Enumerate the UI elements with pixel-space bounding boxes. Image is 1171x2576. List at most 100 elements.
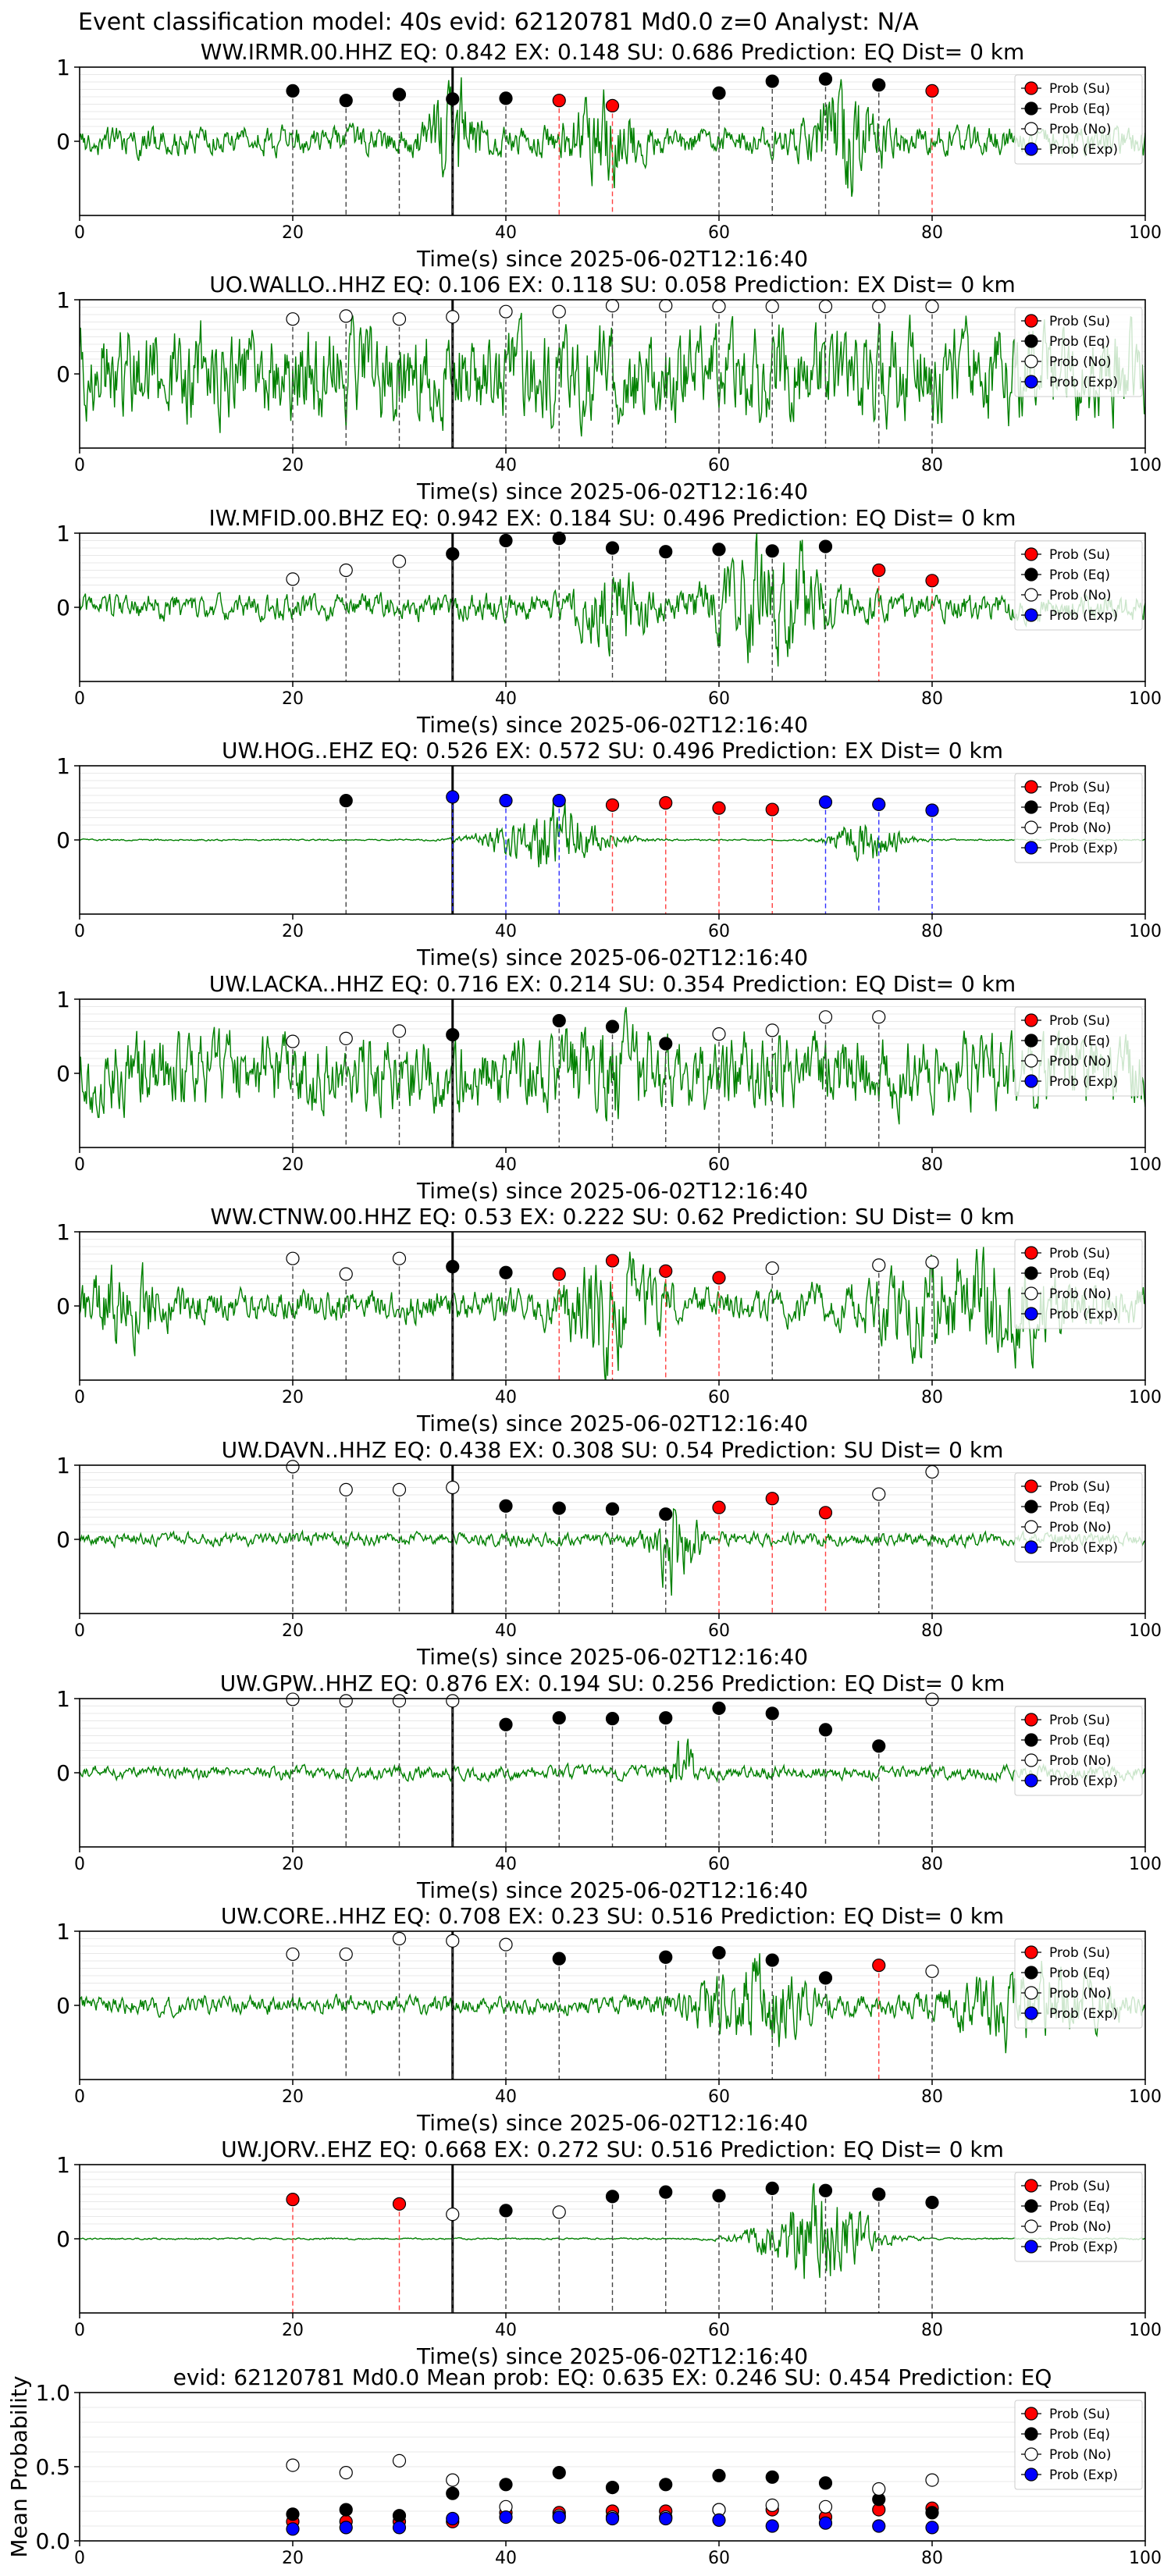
prob-marker-su (659, 795, 673, 810)
x-axis-label: Time(s) since 2025-06-02T12:16:40 (416, 1178, 808, 1204)
x-tick-label: 20 (282, 2321, 304, 2340)
prob-marker-eq (818, 72, 833, 86)
legend-marker-su (1024, 2407, 1038, 2421)
station-panel-8: UW.GPW..HHZ EQ: 0.876 EX: 0.194 SU: 0.25… (56, 1670, 1162, 1903)
prob-marker-su (872, 563, 886, 578)
y-tick-label: 0 (56, 1527, 70, 1553)
x-tick-label: 60 (708, 1155, 730, 1175)
prob-marker-no (286, 1251, 300, 1265)
x-tick-label: 40 (495, 1621, 517, 1641)
legend-marker-eq (1024, 800, 1038, 814)
prob-marker-eq (659, 1950, 673, 1964)
x-tick-label: 20 (282, 922, 304, 941)
prob-marker-no (286, 1034, 300, 1048)
mean-marker-no (872, 2482, 886, 2496)
x-tick-label: 80 (921, 2549, 943, 2568)
x-tick-label: 0 (74, 1388, 85, 1407)
x-tick-label: 40 (495, 689, 517, 709)
prob-marker-eq (552, 1952, 566, 1966)
prob-marker-eq (765, 74, 779, 88)
x-tick-label: 20 (282, 1855, 304, 1874)
prob-marker-su (765, 802, 779, 817)
legend-label-su: Prob (Su) (1049, 81, 1110, 97)
legend-marker-no (1024, 354, 1038, 368)
prob-marker-eq (446, 1260, 460, 1274)
y-tick-label: 0 (56, 1760, 70, 1786)
legend-box (1014, 1472, 1143, 1563)
legend-marker-eq (1024, 1966, 1038, 1980)
legend-marker-su (1024, 547, 1038, 561)
x-tick-label: 60 (708, 223, 730, 243)
x-tick-label: 60 (708, 2549, 730, 2568)
x-tick-label: 20 (282, 1155, 304, 1175)
x-axis-label: Time(s) since 2025-06-02T12:16:40 (416, 246, 808, 272)
legend-label-eq: Prob (Eq) (1049, 101, 1110, 117)
x-tick-label: 20 (282, 1388, 304, 1407)
mean-marker-eq (818, 2476, 833, 2490)
legend-label-exp: Prob (Exp) (1049, 608, 1118, 624)
x-tick-label: 80 (921, 456, 943, 475)
legend-marker-su (1024, 1945, 1038, 1959)
prob-marker-no (925, 1692, 939, 1706)
x-tick-label: 100 (1129, 922, 1162, 941)
station-panel-6: WW.CTNW.00.HHZ EQ: 0.53 EX: 0.222 SU: 0.… (56, 1204, 1162, 1436)
prob-marker-no (446, 310, 460, 324)
prob-marker-no (339, 1482, 353, 1496)
legend-label-exp: Prob (Exp) (1049, 2467, 1118, 2483)
legend-label-no: Prob (No) (1049, 1286, 1112, 1302)
x-tick-label: 80 (921, 1388, 943, 1407)
prob-marker-no (925, 1964, 939, 1978)
mean-marker-eq (446, 2486, 460, 2500)
plot-area (80, 2165, 1145, 2313)
prob-marker-no (925, 299, 939, 314)
legend-label-no: Prob (No) (1049, 1986, 1112, 2001)
prob-marker-su (818, 1506, 833, 1520)
x-tick-label: 40 (495, 1855, 517, 1874)
y-tick-label: 1.0 (35, 2380, 70, 2406)
y-tick-label: 0.0 (35, 2528, 70, 2554)
waveform-trace (80, 1738, 1145, 1784)
prob-marker-eq (765, 1953, 779, 1967)
prob-marker-eq (712, 86, 726, 100)
x-tick-label: 40 (495, 1155, 517, 1175)
legend-label-no: Prob (No) (1049, 1520, 1112, 1535)
prob-marker-eq (872, 1739, 886, 1753)
legend-label-exp: Prob (Exp) (1049, 2240, 1118, 2255)
prob-marker-no (446, 1480, 460, 1495)
prob-marker-eq (286, 84, 300, 98)
y-tick-label: 0 (56, 1061, 70, 1087)
legend-marker-exp (1024, 1540, 1038, 1554)
y-tick-label: 1 (56, 753, 70, 779)
x-tick-label: 0 (74, 456, 85, 475)
mean-marker-eq (286, 2507, 300, 2521)
plot-area (80, 533, 1145, 681)
legend-label-no: Prob (No) (1049, 2447, 1112, 2463)
prob-marker-eq (605, 1019, 620, 1034)
panel-title: WW.IRMR.00.HHZ EQ: 0.842 EX: 0.148 SU: 0… (201, 39, 1025, 65)
station-panel-9: UW.CORE..HHZ EQ: 0.708 EX: 0.23 SU: 0.51… (56, 1903, 1162, 2136)
prob-marker-su (712, 1500, 726, 1514)
x-tick-label: 100 (1129, 1155, 1162, 1175)
prob-marker-no (446, 2208, 460, 2222)
legend-label-eq: Prob (Eq) (1049, 800, 1110, 816)
prob-marker-exp (446, 790, 460, 804)
legend-label-su: Prob (Su) (1049, 1945, 1110, 1961)
legend-marker-su (1024, 1013, 1038, 1027)
legend-marker-no (1024, 2447, 1038, 2461)
mean-marker-no (446, 2473, 460, 2487)
legend-box (1014, 773, 1143, 863)
prob-marker-eq (818, 1723, 833, 1737)
prob-marker-eq (499, 1499, 513, 1513)
legend-box (1014, 2400, 1143, 2490)
y-axis-label: Mean Probability (6, 2375, 32, 2557)
x-tick-label: 20 (282, 1621, 304, 1641)
legend-label-exp: Prob (Exp) (1049, 142, 1118, 158)
panel-title: evid: 62120781 Md0.0 Mean prob: EQ: 0.63… (173, 2364, 1052, 2390)
legend-marker-eq (1024, 568, 1038, 582)
legend-label-eq: Prob (Eq) (1049, 1733, 1110, 1749)
y-tick-label: 1 (56, 287, 70, 313)
prob-marker-exp (499, 794, 513, 808)
legend-label-eq: Prob (Eq) (1049, 1966, 1110, 1981)
x-tick-label: 20 (282, 689, 304, 709)
prob-marker-exp (872, 797, 886, 812)
